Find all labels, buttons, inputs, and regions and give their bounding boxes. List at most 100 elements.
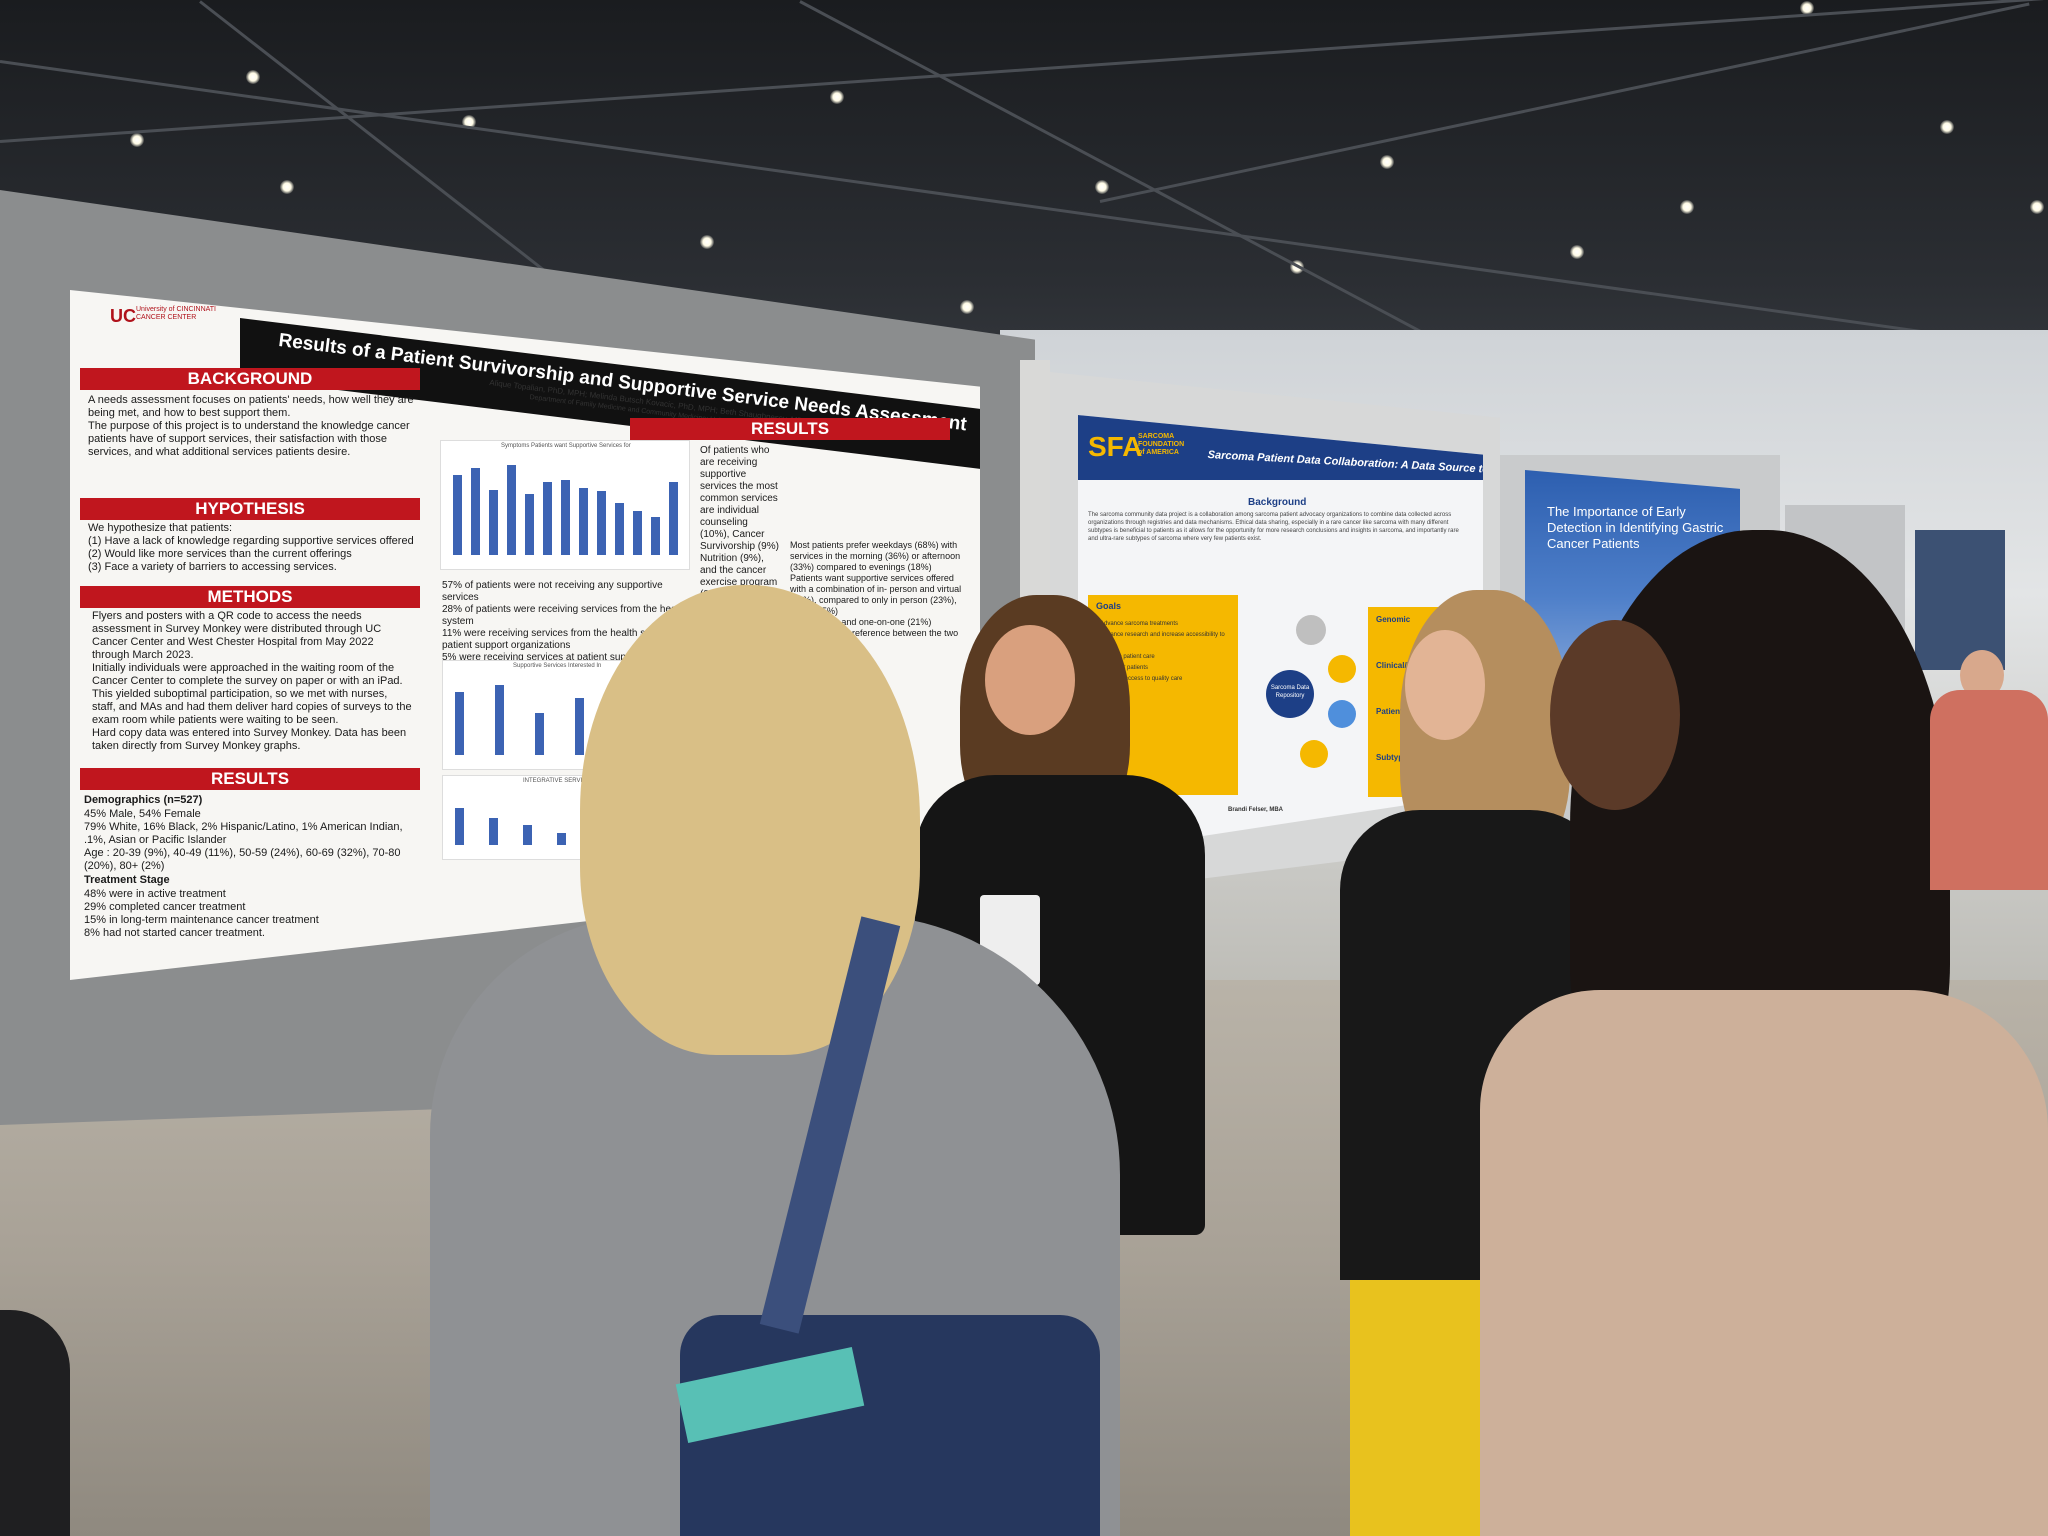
poster2-background-heading: Background [1248, 497, 1307, 508]
results2-column-item: Most patients prefer weekdays (68%) with… [790, 540, 961, 572]
results2-bullet: 28% of patients were receiving services … [442, 604, 688, 627]
attendee-face [1550, 620, 1680, 810]
uc-logo-mark: UC [110, 306, 136, 326]
demographics-heading: Demographics (n=527) [84, 794, 203, 806]
chart-bar [453, 475, 462, 555]
chart-bar [597, 491, 606, 555]
ceiling-truss [0, 0, 2044, 143]
right-item: Genomic [1376, 615, 1411, 624]
attendee-jacket [1480, 990, 2048, 1536]
ceiling-light [1095, 180, 1109, 194]
diagram-circle [1328, 700, 1356, 728]
chart2-title: Supportive Services Interested In [513, 663, 602, 669]
chart-bar [455, 691, 464, 755]
chart-bar [489, 817, 498, 845]
ceiling-light [1570, 245, 1584, 259]
foreground-shadow-left [0, 1310, 70, 1536]
poster-far-right [1915, 530, 2005, 670]
chart-bar [535, 713, 544, 755]
demographics-text: 45% Male, 54% Female 79% White, 16% Blac… [84, 808, 414, 873]
attendee-face [1405, 630, 1485, 740]
methods-text: Flyers and posters with a QR code to acc… [92, 610, 412, 753]
diagram-center-label: Sarcoma Data Repository [1270, 685, 1310, 699]
demographics-item: 45% Male, 54% Female [84, 808, 201, 820]
results2-bullet: 11% were receiving services from the hea… [442, 628, 692, 651]
poster2-footer: Brandi Felser, MBA [1228, 807, 1284, 813]
chart-bar [525, 494, 534, 555]
background-item: The purpose of this project is to unders… [88, 420, 410, 458]
symptoms-chart: Symptoms Patients want Supportive Servic… [440, 440, 690, 570]
attendee-pants [1350, 1280, 1480, 1536]
goal-item: Increase access to quality care [1100, 674, 1238, 685]
presenter-face [985, 625, 1075, 735]
methods-item: Hard copy data was entered into Survey M… [92, 727, 407, 752]
ceiling-light [2030, 200, 2044, 214]
ceiling-light [1380, 155, 1394, 169]
treatment-item: 15% in long-term maintenance cancer trea… [84, 914, 319, 926]
chart-bar [579, 488, 588, 555]
ceiling-light [830, 90, 844, 104]
ceiling-light [280, 180, 294, 194]
treatment-item: 29% completed cancer treatment [84, 901, 246, 913]
treatment-heading: Treatment Stage [84, 874, 170, 886]
attendee-woman-dark-hair [1450, 530, 2048, 1536]
chart1-title: Symptoms Patients want Supportive Servic… [501, 443, 631, 449]
ceiling-light [700, 235, 714, 249]
right-item: Clinical/EHR [1376, 661, 1424, 670]
results2-column-item: group (11%) and one-on-one (21%) [790, 617, 932, 627]
uc-logo: UC University of CINCINNATI CANCER CENTE… [110, 302, 230, 342]
results2-bullet: 57% of patients were not receiving any s… [442, 580, 663, 603]
diagram-center-circle: Sarcoma Data Repository [1266, 670, 1314, 718]
uc-logo-name: University of CINCINNATI CANCER CENTER [136, 306, 216, 321]
hypothesis-heading: HYPOTHESIS [80, 498, 420, 520]
chart3-title: INTEGRATIVE SERVICES INTEREST [523, 778, 626, 784]
ceiling-light [960, 300, 974, 314]
results2-column-text: Of patients who are receiving supportive… [700, 445, 779, 600]
hypothesis-item: We hypothesize that patients: [88, 522, 233, 534]
chart-bar [615, 502, 624, 555]
chart-bar [575, 698, 584, 755]
results2-heading: RESULTS [630, 418, 950, 440]
diagram-circle [1300, 740, 1328, 768]
background-heading: BACKGROUND [80, 368, 420, 390]
hypothesis-item: (2) Would like more services than the cu… [88, 548, 352, 560]
chart-bar [557, 832, 566, 845]
poster3-title: The Importance of Early Detection in Ide… [1547, 504, 1724, 551]
chart-bar [523, 825, 532, 845]
results2-column-item: do not have a preference between the two [790, 628, 959, 638]
ceiling-light [1680, 200, 1694, 214]
goal-item: Improve patient care [1100, 652, 1238, 663]
treatment-item: 8% had not started cancer treatment. [84, 927, 265, 939]
poster2-goals-heading: Goals [1096, 601, 1122, 611]
chart-bar [471, 467, 480, 555]
methods-item: Initially individuals were approached in… [92, 662, 412, 726]
methods-heading: METHODS [80, 586, 420, 608]
demographics-item: Age : 20-39 (9%), 40-49 (11%), 50-59 (24… [84, 847, 401, 872]
chart-bar [651, 517, 660, 555]
treatment-text: 48% were in active treatment 29% complet… [84, 888, 414, 940]
ceiling-light [246, 70, 260, 84]
background-attendee [1930, 650, 2048, 890]
chart-bar [495, 685, 504, 755]
ceiling-light [1940, 120, 1954, 134]
sfa-foundation-name: SARCOMA FOUNDATION of AMERICA [1138, 433, 1185, 456]
chart-bar [507, 465, 516, 555]
chart-bar [669, 482, 678, 555]
background-text: A needs assessment focuses on patients' … [88, 394, 418, 459]
chart-bar [489, 489, 498, 555]
demographics-item: 79% White, 16% Black, 2% Hispanic/Latino… [84, 821, 403, 846]
ceiling-light [1800, 1, 1814, 15]
treatment-item: 48% were in active treatment [84, 888, 226, 900]
hypothesis-item: (3) Face a variety of barriers to access… [88, 561, 337, 573]
chart-bar [633, 511, 642, 555]
chart-bar [455, 807, 464, 845]
ceiling-light [130, 133, 144, 147]
hypothesis-item: (1) Have a lack of knowledge regarding s… [88, 535, 414, 547]
attendee-woman-blonde [430, 585, 1150, 1536]
background-attendee-shirt [1930, 690, 2048, 890]
poster2-background-text: The sarcoma community data project is a … [1088, 512, 1459, 542]
sfa-logo: SFA [1088, 431, 1143, 462]
hypothesis-text: We hypothesize that patients: (1) Have a… [88, 522, 418, 574]
goal-item: Advance sarcoma treatments [1100, 619, 1238, 630]
